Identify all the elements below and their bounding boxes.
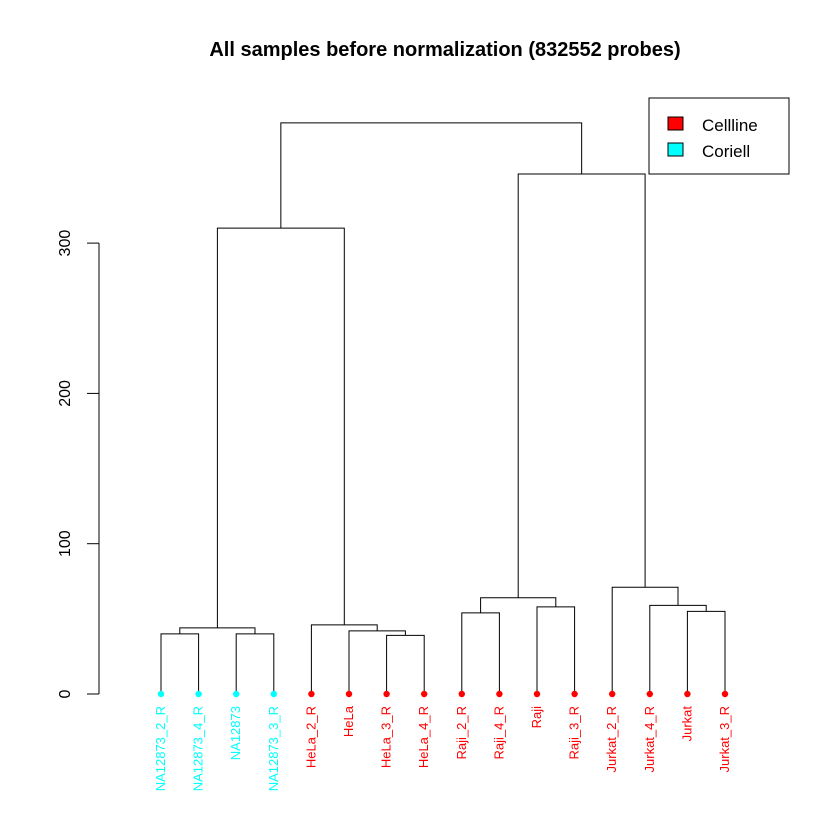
leaf-label: Raji_2_R [454, 706, 469, 759]
dendrogram-branch [160, 633, 200, 694]
legend-swatch-cellline [667, 116, 684, 131]
leaf-label: Jurkat [679, 706, 694, 742]
dendrogram-branch [461, 612, 500, 694]
leaf-point [270, 690, 277, 698]
leaf-point [496, 690, 503, 698]
leaf-label: HeLa_4_R [416, 706, 431, 768]
y-tick-label: 0 [57, 689, 74, 698]
leaf-label: HeLa_3_R [379, 706, 394, 768]
dendrogram-branch [517, 173, 646, 598]
leaf-label: NA12873 [228, 706, 243, 760]
dendrogram-branch [386, 634, 425, 694]
leaf-label: Jurkat_3_R [717, 706, 732, 772]
leaf-label: NA12873_4_R [191, 706, 206, 791]
leaf-label: Jurkat_4_R [642, 706, 657, 772]
leaf-point [157, 690, 165, 698]
leaf-label: NA12873_2_R [153, 706, 168, 791]
dendrogram-branch [480, 597, 557, 613]
leaf-point [458, 690, 465, 698]
leaf-label: HeLa [341, 705, 356, 737]
dendrogram-branch [310, 624, 378, 694]
leaf-point [646, 690, 653, 698]
leaf-label: NA12873_3_R [266, 706, 281, 791]
leaf-label: Raji_4_R [491, 706, 506, 759]
leaf-point [721, 690, 729, 698]
leaf-point [571, 690, 578, 698]
leaf-label: Raji_3_R [567, 706, 582, 759]
dendrogram-branch [536, 606, 576, 694]
y-tick-label: 200 [57, 380, 74, 407]
leaf-label: Raji [529, 706, 544, 729]
leaf-point [609, 690, 616, 698]
dendrogram-branch [235, 633, 275, 694]
dendrogram-branch [216, 227, 345, 628]
legend-swatch-coriell [667, 142, 684, 157]
y-axis: 0 100 200 300 [57, 230, 100, 698]
y-tick-label: 300 [57, 230, 74, 257]
y-tick-label: 100 [57, 530, 74, 557]
legend: Cellline Coriell [648, 97, 790, 175]
dendrogram-branch [348, 630, 406, 694]
dendrogram-branch [611, 586, 679, 694]
dendrogram-tree [160, 122, 726, 694]
leaf-point [233, 690, 240, 698]
leaf-point [308, 690, 315, 698]
leaf-point [684, 690, 691, 698]
leaf-label: Jurkat_2_R [604, 706, 619, 772]
leaf-label: HeLa_2_R [303, 706, 318, 768]
legend-label-coriell: Coriell [702, 142, 750, 161]
dendrogram-branch [280, 122, 583, 229]
chart-title: All samples before normalization (832552… [209, 39, 680, 61]
legend-label-cellline: Cellline [702, 116, 758, 135]
leaf-point [421, 690, 428, 698]
leaf-point [195, 690, 202, 698]
dendrogram-branch [649, 604, 707, 694]
dendrogram-leaves: NA12873_2_R NA12873_4_R NA12873 NA12873_3_R… [153, 690, 732, 791]
leaf-point [383, 690, 390, 698]
legend-box [648, 97, 790, 175]
dendrogram-branch [686, 610, 726, 694]
leaf-point [533, 690, 541, 698]
leaf-point [345, 690, 353, 698]
dendrogram-branch [179, 627, 256, 634]
